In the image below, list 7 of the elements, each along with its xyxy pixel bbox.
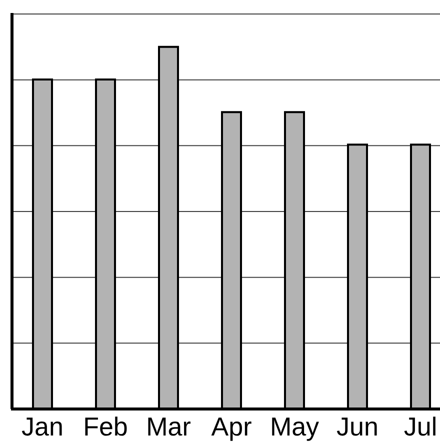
x-tick-label: May — [270, 411, 320, 442]
x-tick-label: Jul — [404, 411, 438, 442]
x-tick-label: Apr — [211, 411, 252, 442]
x-tick-label: Jun — [336, 411, 378, 442]
x-tick-label: Mar — [146, 411, 192, 442]
x-tick-label: Feb — [83, 411, 128, 442]
x-tick-label: Jan — [22, 411, 64, 442]
